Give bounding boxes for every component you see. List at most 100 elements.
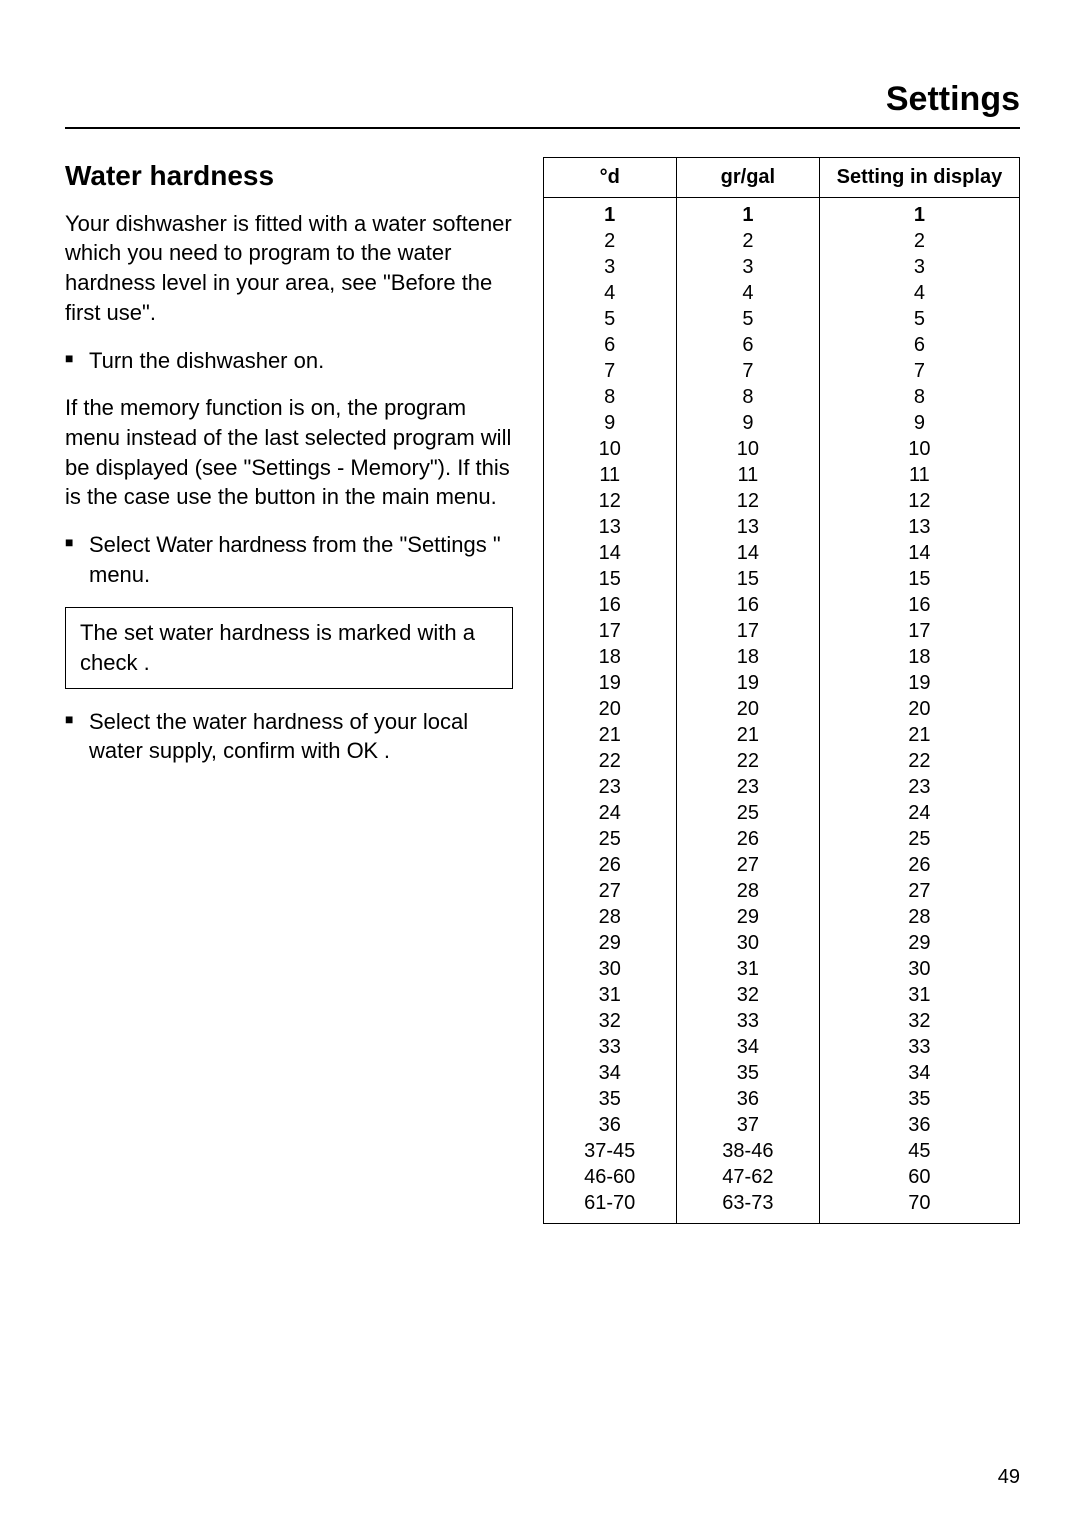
- table-row: 202020: [543, 697, 1020, 723]
- cell-grgal: 8: [676, 385, 819, 411]
- table-row: 222222: [543, 749, 1020, 775]
- cell-setting: 14: [819, 541, 1019, 567]
- cell-d: 36: [543, 1113, 676, 1139]
- cell-grgal: 11: [676, 463, 819, 489]
- step-turn-on-trail: .: [318, 348, 324, 373]
- cell-grgal: 2: [676, 229, 819, 255]
- table-row: 46-6047-6260: [543, 1165, 1020, 1191]
- cell-setting: 27: [819, 879, 1019, 905]
- cell-setting: 13: [819, 515, 1019, 541]
- cell-grgal: 14: [676, 541, 819, 567]
- cell-d: 14: [543, 541, 676, 567]
- cell-grgal: 26: [676, 827, 819, 853]
- table-row: 999: [543, 411, 1020, 437]
- table-row: 272827: [543, 879, 1020, 905]
- page-header: Settings: [65, 80, 1020, 129]
- cell-grgal: 17: [676, 619, 819, 645]
- cell-d: 12: [543, 489, 676, 515]
- cell-d: 29: [543, 931, 676, 957]
- cell-grgal: 35: [676, 1061, 819, 1087]
- cell-d: 23: [543, 775, 676, 801]
- table-row: 282928: [543, 905, 1020, 931]
- cell-grgal: 28: [676, 879, 819, 905]
- cell-grgal: 15: [676, 567, 819, 593]
- cell-setting: 22: [819, 749, 1019, 775]
- cell-d: 17: [543, 619, 676, 645]
- table-row: 353635: [543, 1087, 1020, 1113]
- cell-d: 5: [543, 307, 676, 333]
- table-row: 191919: [543, 671, 1020, 697]
- cell-setting: 15: [819, 567, 1019, 593]
- cell-grgal: 4: [676, 281, 819, 307]
- cell-d: 32: [543, 1009, 676, 1035]
- cell-grgal: 23: [676, 775, 819, 801]
- table-row: 161616: [543, 593, 1020, 619]
- table-row: 151515: [543, 567, 1020, 593]
- cell-setting: 20: [819, 697, 1019, 723]
- table-row: 262726: [543, 853, 1020, 879]
- cell-setting: 31: [819, 983, 1019, 1009]
- cell-grgal: 5: [676, 307, 819, 333]
- cell-grgal: 25: [676, 801, 819, 827]
- table-row: 141414: [543, 541, 1020, 567]
- cell-d: 46-60: [543, 1165, 676, 1191]
- table-row: 444: [543, 281, 1020, 307]
- table-row: 293029: [543, 931, 1020, 957]
- cell-setting: 33: [819, 1035, 1019, 1061]
- cell-setting: 11: [819, 463, 1019, 489]
- table-row: 171717: [543, 619, 1020, 645]
- cell-d: 18: [543, 645, 676, 671]
- cell-setting: 8: [819, 385, 1019, 411]
- table-row: 333433: [543, 1035, 1020, 1061]
- cell-d: 34: [543, 1061, 676, 1087]
- cell-setting: 19: [819, 671, 1019, 697]
- cell-grgal: 12: [676, 489, 819, 515]
- page-title: Settings: [886, 80, 1020, 118]
- step-confirm-pre: Select the water hardness of your local …: [89, 709, 468, 764]
- cell-d: 11: [543, 463, 676, 489]
- table-row: 101010: [543, 437, 1020, 463]
- cell-d: 4: [543, 281, 676, 307]
- cell-grgal: 29: [676, 905, 819, 931]
- cell-d: 31: [543, 983, 676, 1009]
- cell-d: 7: [543, 359, 676, 385]
- cell-d: 33: [543, 1035, 676, 1061]
- cell-setting: 36: [819, 1113, 1019, 1139]
- cell-setting: 3: [819, 255, 1019, 281]
- cell-grgal: 20: [676, 697, 819, 723]
- cell-setting: 29: [819, 931, 1019, 957]
- cell-d: 1: [543, 198, 676, 229]
- cell-setting: 45: [819, 1139, 1019, 1165]
- cell-grgal: 32: [676, 983, 819, 1009]
- table-row: 777: [543, 359, 1020, 385]
- cell-grgal: 38-46: [676, 1139, 819, 1165]
- cell-setting: 60: [819, 1165, 1019, 1191]
- cell-d: 35: [543, 1087, 676, 1113]
- left-column: Water hardness Your dishwasher is fitted…: [65, 157, 543, 784]
- cell-setting: 17: [819, 619, 1019, 645]
- table-row: 181818: [543, 645, 1020, 671]
- step-confirm-ok: OK: [347, 738, 378, 763]
- cell-grgal: 47-62: [676, 1165, 819, 1191]
- cell-grgal: 63-73: [676, 1191, 819, 1224]
- cell-d: 9: [543, 411, 676, 437]
- cell-setting: 21: [819, 723, 1019, 749]
- cell-grgal: 16: [676, 593, 819, 619]
- step-turn-on-text: Turn the dishwasher on: [89, 348, 318, 373]
- step-select-item: Water hardness: [156, 532, 306, 557]
- cell-grgal: 27: [676, 853, 819, 879]
- cell-setting: 24: [819, 801, 1019, 827]
- cell-d: 15: [543, 567, 676, 593]
- cell-grgal: 36: [676, 1087, 819, 1113]
- cell-grgal: 21: [676, 723, 819, 749]
- cell-d: 19: [543, 671, 676, 697]
- cell-grgal: 6: [676, 333, 819, 359]
- step-select-pre: Select: [89, 532, 156, 557]
- cell-grgal: 3: [676, 255, 819, 281]
- cell-grgal: 33: [676, 1009, 819, 1035]
- cell-setting: 23: [819, 775, 1019, 801]
- cell-setting: 9: [819, 411, 1019, 437]
- cell-setting: 16: [819, 593, 1019, 619]
- cell-d: 30: [543, 957, 676, 983]
- table-row: 61-7063-7370: [543, 1191, 1020, 1224]
